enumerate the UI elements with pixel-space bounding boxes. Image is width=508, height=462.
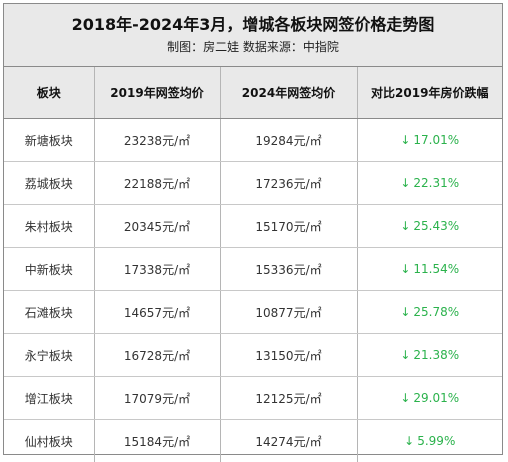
cell-district: 中新板块	[4, 248, 94, 291]
header-drop: 对比2019年房价跌幅	[357, 67, 502, 119]
cell-price-2019: 15184元/㎡	[94, 420, 220, 462]
cell-drop: ↓11.54%	[357, 248, 502, 291]
cell-district: 增江板块	[4, 377, 94, 420]
cell-price-2019: 20345元/㎡	[94, 205, 220, 248]
down-arrow-icon: ↓	[400, 305, 410, 319]
cell-district: 仙村板块	[4, 420, 94, 462]
table-row: 石滩板块 14657元/㎡ 10877元/㎡ ↓25.78%	[4, 291, 502, 334]
cell-drop: ↓22.31%	[357, 162, 502, 205]
cell-drop: ↓25.43%	[357, 205, 502, 248]
drop-value: 21.38%	[413, 348, 459, 362]
cell-price-2024: 13150元/㎡	[220, 334, 357, 377]
drop-value: 5.99%	[417, 434, 455, 448]
cell-price-2024: 19284元/㎡	[220, 119, 357, 162]
drop-value: 17.01%	[413, 133, 459, 147]
table-header-row: 板块 2019年网签均价 2024年网签均价 对比2019年房价跌幅	[4, 67, 502, 119]
cell-district: 荔城板块	[4, 162, 94, 205]
cell-price-2024: 14274元/㎡	[220, 420, 357, 462]
drop-value: 29.01%	[413, 391, 459, 405]
cell-district: 永宁板块	[4, 334, 94, 377]
cell-price-2024: 15170元/㎡	[220, 205, 357, 248]
page-subtitle: 制图：房二娃 数据来源：中指院	[4, 39, 502, 55]
cell-district: 朱村板块	[4, 205, 94, 248]
down-arrow-icon: ↓	[400, 176, 410, 190]
cell-drop: ↓5.99%	[357, 420, 502, 462]
cell-price-2019: 23238元/㎡	[94, 119, 220, 162]
drop-value: 11.54%	[413, 262, 459, 276]
cell-drop: ↓17.01%	[357, 119, 502, 162]
down-arrow-icon: ↓	[404, 434, 414, 448]
price-table: 板块 2019年网签均价 2024年网签均价 对比2019年房价跌幅 新塘板块 …	[4, 67, 502, 462]
cell-price-2024: 12125元/㎡	[220, 377, 357, 420]
cell-drop: ↓25.78%	[357, 291, 502, 334]
drop-value: 25.43%	[413, 219, 459, 233]
table-row: 仙村板块 15184元/㎡ 14274元/㎡ ↓5.99%	[4, 420, 502, 462]
table-body: 新塘板块 23238元/㎡ 19284元/㎡ ↓17.01% 荔城板块 2218…	[4, 119, 502, 462]
table-row: 中新板块 17338元/㎡ 15336元/㎡ ↓11.54%	[4, 248, 502, 291]
header-price-2019: 2019年网签均价	[94, 67, 220, 119]
drop-value: 25.78%	[413, 305, 459, 319]
down-arrow-icon: ↓	[400, 219, 410, 233]
cell-district: 石滩板块	[4, 291, 94, 334]
down-arrow-icon: ↓	[400, 262, 410, 276]
title-block: 2018年-2024年3月，增城各板块网签价格走势图 制图：房二娃 数据来源：中…	[4, 4, 502, 67]
page-title: 2018年-2024年3月，增城各板块网签价格走势图	[4, 4, 502, 35]
table-row: 新塘板块 23238元/㎡ 19284元/㎡ ↓17.01%	[4, 119, 502, 162]
header-price-2024: 2024年网签均价	[220, 67, 357, 119]
table-row: 增江板块 17079元/㎡ 12125元/㎡ ↓29.01%	[4, 377, 502, 420]
cell-price-2024: 15336元/㎡	[220, 248, 357, 291]
cell-price-2024: 10877元/㎡	[220, 291, 357, 334]
drop-value: 22.31%	[413, 176, 459, 190]
table-row: 荔城板块 22188元/㎡ 17236元/㎡ ↓22.31%	[4, 162, 502, 205]
down-arrow-icon: ↓	[400, 133, 410, 147]
cell-price-2019: 17338元/㎡	[94, 248, 220, 291]
table-row: 永宁板块 16728元/㎡ 13150元/㎡ ↓21.38%	[4, 334, 502, 377]
cell-price-2019: 14657元/㎡	[94, 291, 220, 334]
cell-district: 新塘板块	[4, 119, 94, 162]
cell-drop: ↓29.01%	[357, 377, 502, 420]
table-row: 朱村板块 20345元/㎡ 15170元/㎡ ↓25.43%	[4, 205, 502, 248]
cell-price-2024: 17236元/㎡	[220, 162, 357, 205]
header-district: 板块	[4, 67, 94, 119]
cell-drop: ↓21.38%	[357, 334, 502, 377]
price-table-card: 2018年-2024年3月，增城各板块网签价格走势图 制图：房二娃 数据来源：中…	[3, 3, 503, 455]
cell-price-2019: 17079元/㎡	[94, 377, 220, 420]
cell-price-2019: 22188元/㎡	[94, 162, 220, 205]
cell-price-2019: 16728元/㎡	[94, 334, 220, 377]
down-arrow-icon: ↓	[400, 348, 410, 362]
down-arrow-icon: ↓	[400, 391, 410, 405]
